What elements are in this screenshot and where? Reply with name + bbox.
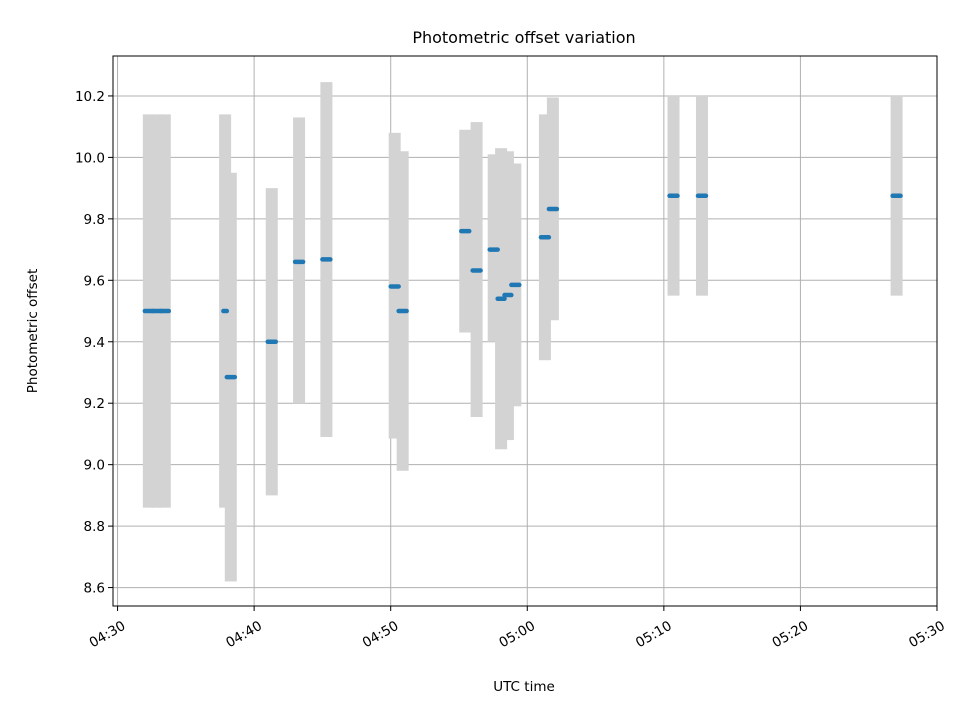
error-bars [142,82,903,582]
y-tick-label: 8.8 [84,519,105,535]
plot-frame [112,55,938,607]
y-tick-label: 9.8 [84,212,105,228]
y-tick-label: 10.0 [75,150,105,166]
y-tick-label: 9.6 [84,273,105,289]
y-tick-label: 9.2 [84,396,105,412]
y-axis-ticks: 8.6 8.8 9.0 9.2 9.4 9.6 9.8 10.0 10.2 [75,89,113,597]
y-tick-label: 9.4 [84,335,105,351]
y-axis-label: Photometric offset [25,269,41,393]
x-axis-label: UTC time [493,679,555,695]
y-tick-label: 10.2 [75,89,105,105]
y-tick-label: 9.0 [84,458,105,474]
data-markers [142,193,903,380]
y-tick-label: 8.6 [84,581,105,597]
chart-title: Photometric offset variation [412,28,635,47]
